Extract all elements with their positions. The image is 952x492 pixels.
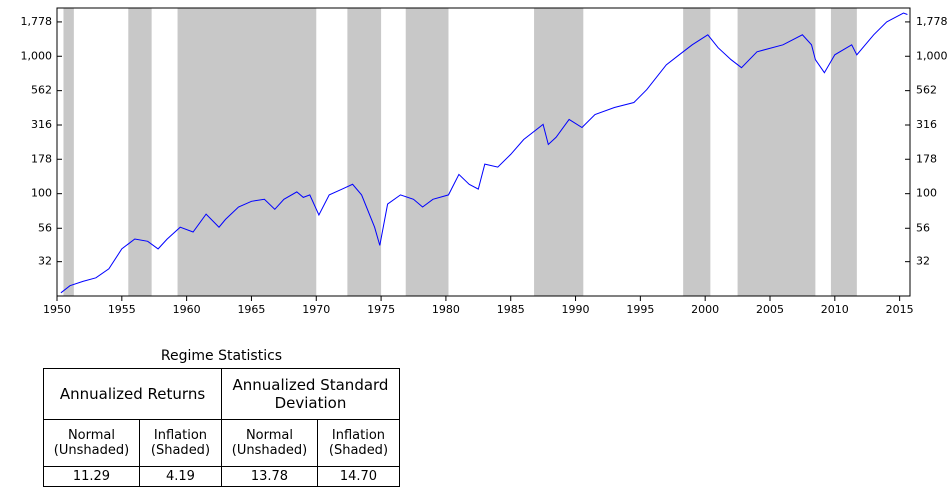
x-tick-label: 1990: [562, 303, 590, 316]
y2-tick-label: 1,000: [916, 49, 948, 62]
x-tick-label: 1965: [237, 303, 265, 316]
y-tick-label: 1,778: [21, 15, 53, 28]
y-tick-label: 100: [31, 187, 52, 200]
y-tick-label: 32: [38, 255, 52, 268]
shaded-region: [63, 8, 74, 296]
cell: 13.78: [220, 466, 318, 487]
cell: 11.29: [43, 466, 140, 487]
x-tick-label: 1960: [173, 303, 201, 316]
column-header: Inflation (Shaded): [138, 419, 222, 467]
stats-table: Annualized Returns Annualized Standard D…: [43, 368, 401, 487]
y2-tick-label: 316: [916, 118, 937, 131]
x-tick-label: 1950: [43, 303, 71, 316]
y-tick-label: 178: [31, 152, 52, 165]
shaded-region: [534, 8, 584, 296]
x-tick-label: 1985: [497, 303, 525, 316]
plot-frame: [56, 7, 911, 297]
x-tick-label: 2010: [821, 303, 849, 316]
y-tick-label: 56: [38, 221, 52, 234]
x-tick-label: 1955: [108, 303, 136, 316]
shaded-region: [177, 8, 317, 296]
table-title: Regime Statistics: [160, 348, 283, 364]
column-header: Normal (Unshaded): [43, 419, 140, 467]
column-header: Inflation (Shaded): [316, 419, 401, 467]
price-line: [60, 12, 908, 294]
shaded-region: [347, 8, 382, 296]
x-tick-label: 1970: [302, 303, 330, 316]
y2-tick-label: 32: [916, 255, 930, 268]
y-tick-label: 562: [31, 84, 52, 97]
y2-tick-label: 56: [916, 221, 930, 234]
shaded-region: [683, 8, 711, 296]
x-tick-label: 2005: [756, 303, 784, 316]
column-header: Normal (Unshaded): [220, 419, 318, 467]
regime-table: Regime Statistics Annualized Returns Ann…: [43, 344, 401, 487]
cell: 14.70: [316, 466, 401, 487]
y2-tick-label: 1,778: [916, 15, 948, 28]
shaded-region: [128, 8, 152, 296]
x-tick-label: 1980: [432, 303, 460, 316]
y2-tick-label: 100: [916, 187, 937, 200]
x-tick-label: 2015: [886, 303, 914, 316]
y-tick-label: 316: [31, 118, 52, 131]
x-tick-label: 1975: [367, 303, 395, 316]
chart: 32 32 56 56 100 100 178 178 316 316 562 562 1,000 1,0…: [21, 7, 948, 316]
x-tick-label: 2000: [691, 303, 719, 316]
x-tick-label: 1995: [626, 303, 654, 316]
group-header: Annualized Returns: [43, 368, 222, 420]
shaded-region: [405, 8, 449, 296]
y2-tick-label: 178: [916, 152, 937, 165]
cell: 4.19: [138, 466, 222, 487]
shaded-region: [737, 8, 816, 296]
y-tick-label: 1,000: [21, 49, 53, 62]
shaded-region: [830, 8, 857, 296]
group-header: Annualized Standard Deviation: [220, 368, 401, 420]
y2-tick-label: 562: [916, 84, 937, 97]
